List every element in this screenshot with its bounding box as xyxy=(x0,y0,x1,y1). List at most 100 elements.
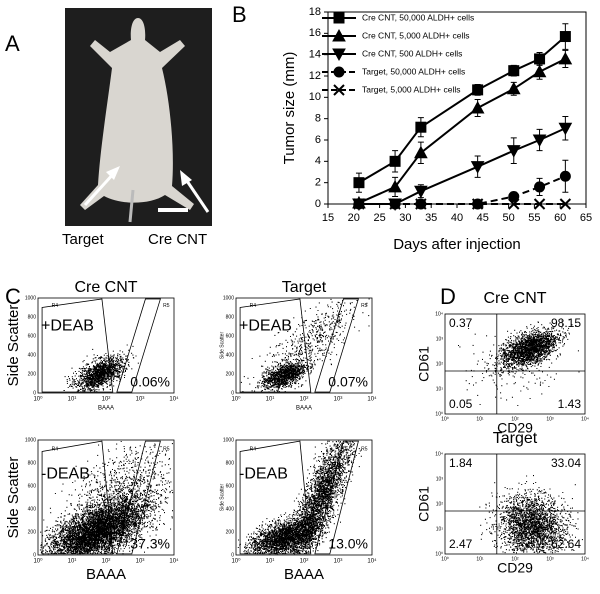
marker xyxy=(508,191,520,203)
x-tick-label: 10² xyxy=(102,559,111,565)
plot-title: Cre CNT xyxy=(483,290,546,307)
percentage: 0.07% xyxy=(328,374,368,390)
x-tick-label: 10¹ xyxy=(68,559,77,565)
x-tick-label: 50 xyxy=(502,212,514,224)
marker xyxy=(389,155,401,167)
legend-label: Target, 5,000 ALDH+ cells xyxy=(362,84,461,94)
x-tick-label: 10¹ xyxy=(68,397,77,403)
panel-label: D xyxy=(440,284,456,309)
y-tick-label: 0 xyxy=(33,390,36,396)
marker xyxy=(559,31,571,43)
panel-label: A xyxy=(5,31,20,56)
gate-label: R5 xyxy=(163,303,170,309)
x-tick-label: 10¹ xyxy=(476,416,484,422)
marker xyxy=(558,51,573,65)
x-axis-label: Days after injection xyxy=(393,236,521,253)
x-tick-label: 10⁰ xyxy=(33,396,43,403)
x-tick-label: 10² xyxy=(300,397,309,403)
y-tick-label: 2 xyxy=(315,177,321,189)
quadrant-value: 1.43 xyxy=(558,397,582,411)
y-tick-label: 600 xyxy=(28,333,37,339)
y-axis-label: Side Scatter xyxy=(219,332,225,360)
y-tick-label: 400 xyxy=(28,352,37,358)
x-tick-label: 10⁰ xyxy=(231,558,241,565)
x-tick-label: 10² xyxy=(511,556,519,562)
x-tick-label: 10⁴ xyxy=(367,558,377,565)
percentage: 0.06% xyxy=(130,374,170,390)
marker xyxy=(533,198,546,210)
x-tick-label: 10¹ xyxy=(266,559,275,565)
y-tick-label: 200 xyxy=(28,529,37,535)
gate-label: R4 xyxy=(250,303,257,309)
x-tick-label: 10¹ xyxy=(476,556,484,562)
y-tick-label: 1000 xyxy=(223,437,234,443)
scatter-dots xyxy=(240,298,370,393)
marker xyxy=(559,170,571,182)
gate-label: R4 xyxy=(52,447,59,453)
photo-label: Target xyxy=(62,231,105,248)
x-tick-label: 10² xyxy=(300,559,309,565)
marker xyxy=(506,81,521,95)
gate xyxy=(239,298,312,393)
y-axis-label: CD61 xyxy=(416,486,432,522)
marker xyxy=(472,84,484,96)
x-tick-label: 10¹ xyxy=(266,397,275,403)
gate-label: R4 xyxy=(52,303,59,309)
y-tick-label: 200 xyxy=(226,529,235,535)
panel-label: C xyxy=(5,284,21,309)
x-tick-label: 10³ xyxy=(546,556,554,562)
y-tick-label: 1000 xyxy=(223,295,234,301)
y-tick-label: 400 xyxy=(28,506,37,512)
y-tick-label: 10² xyxy=(436,361,444,367)
y-tick-label: 18 xyxy=(309,6,321,18)
marker xyxy=(506,145,521,158)
x-tick-label: 35 xyxy=(425,212,437,224)
x-tick-label: 60 xyxy=(554,212,566,224)
gate xyxy=(41,440,114,555)
marker xyxy=(534,181,546,193)
gate-label: R5 xyxy=(163,447,170,453)
marker xyxy=(532,64,547,78)
marker xyxy=(470,100,485,114)
condition-label: -DEAB xyxy=(239,466,288,483)
condition-label: +DEAB xyxy=(41,318,94,335)
y-tick-label: 600 xyxy=(226,333,235,339)
quadrant-value: 33.04 xyxy=(551,456,581,470)
percentage: 37.3% xyxy=(130,536,170,552)
marker xyxy=(534,53,546,65)
y-tick-label: 12 xyxy=(309,70,321,82)
scatter-dots xyxy=(479,475,583,554)
x-axis-label: BAAA xyxy=(98,406,114,412)
y-tick-label: 10³ xyxy=(436,336,444,342)
mouse-photo xyxy=(65,8,212,226)
flow-plot-frame xyxy=(235,297,373,394)
x-tick-label: 10⁰ xyxy=(231,396,241,403)
scatter-dots xyxy=(458,318,580,407)
x-tick-label: 10⁰ xyxy=(33,558,43,565)
y-tick-label: 10⁴ xyxy=(435,451,443,457)
y-tick-label: 10¹ xyxy=(436,386,444,392)
y-tick-label: 1000 xyxy=(25,295,36,301)
x-tick-label: 40 xyxy=(451,212,463,224)
x-tick-label: 10⁴ xyxy=(169,396,179,403)
y-tick-label: 200 xyxy=(28,371,37,377)
gate-label: R4 xyxy=(250,447,257,453)
marker xyxy=(414,145,428,159)
y-axis-label: Side Scatter xyxy=(5,305,22,387)
percentage: 13.0% xyxy=(328,536,368,552)
scatter-dots xyxy=(63,344,139,393)
marker xyxy=(508,198,520,210)
photo-label: Cre CNT xyxy=(148,231,207,248)
x-tick-label: 45 xyxy=(477,212,489,224)
gate xyxy=(239,440,312,555)
x-axis-label: CD29 xyxy=(497,560,533,576)
legend-marker xyxy=(333,66,345,78)
y-axis-label: Side Scatter xyxy=(5,457,22,539)
marker xyxy=(532,134,547,148)
quadrant-value: 0.37 xyxy=(449,316,473,330)
y-axis-label: CD61 xyxy=(416,346,432,382)
legend-marker xyxy=(333,12,345,24)
x-tick-label: 10³ xyxy=(136,397,145,403)
legend-label: Cre CNT, 500 ALDH+ cells xyxy=(362,48,462,58)
